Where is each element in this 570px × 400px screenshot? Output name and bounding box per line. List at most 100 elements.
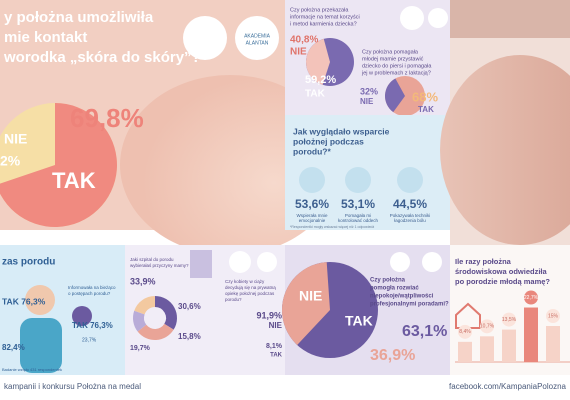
note: *Respondentki mogły wskazać więcej niż 1…	[290, 225, 374, 229]
donut-segment	[137, 323, 174, 340]
logo	[257, 252, 277, 272]
bar	[502, 329, 516, 362]
pie-label: 2%	[0, 153, 21, 169]
value-label: 68%	[412, 89, 438, 104]
pie-label: TAK	[305, 89, 326, 100]
value-label: 8,1%	[266, 343, 283, 350]
footer-text: facebook.com/KampaniaPolozna	[449, 382, 567, 391]
logo	[229, 251, 251, 273]
value-label: TAK 76,3%	[72, 321, 113, 330]
belly-photo	[440, 55, 570, 245]
logo	[183, 16, 227, 60]
title: worodka „skóra do skóry”?	[3, 49, 201, 66]
question: niepokoje/wątpliwości	[370, 294, 434, 300]
pie-label: NIE	[269, 321, 283, 330]
question: Czy położna pomagała	[362, 49, 419, 55]
donut-segment	[133, 310, 147, 332]
hospital-icon	[190, 250, 212, 278]
pie-label: NIE	[290, 47, 307, 58]
icon	[397, 167, 423, 193]
question: decydują się na prywatną	[225, 285, 276, 290]
question: Informowała na bieżąco	[68, 285, 116, 290]
title: położnej podczas	[293, 136, 364, 146]
question: Czy położna	[370, 278, 406, 284]
value-label: 36,9%	[370, 347, 415, 364]
pie-slice	[385, 78, 405, 113]
item-text: Wspierała mnie	[296, 213, 328, 218]
value-label: 69,8%	[70, 103, 144, 133]
item-text: Pokazywała techniki	[390, 213, 431, 218]
question: opiekę położnej podczas	[225, 291, 275, 296]
question: Jaki szpital do porodu	[130, 257, 174, 262]
value-label: 40,8%	[290, 35, 318, 46]
value-label: 15,8%	[178, 332, 201, 341]
item-text: łagodzenia bólu	[394, 218, 426, 223]
value-label: 53,6%	[295, 197, 329, 211]
value-label: 15%	[548, 313, 559, 319]
title: y położna umożliwiła	[4, 9, 154, 26]
pie-label: NIE	[360, 97, 374, 106]
question: i metod karmienia dziecka?	[290, 21, 357, 27]
icon	[72, 306, 92, 326]
value-label: 23,7%	[82, 337, 97, 343]
question: młodej mamie przystawić	[362, 56, 424, 62]
question: porodu?	[225, 297, 242, 302]
item-text: emocjonalnie	[299, 218, 326, 223]
value-bubble	[480, 319, 494, 334]
note: Badanie wzięło 431 respondentek	[2, 367, 62, 372]
logo	[400, 6, 424, 30]
value-label: 33,9%	[130, 276, 156, 286]
title: mie kontakt	[4, 29, 87, 46]
pie-slice	[0, 103, 117, 227]
pie-label: TAK	[345, 313, 373, 329]
value-label: TAK 76,3%	[2, 296, 46, 306]
value-label: 13,5%	[502, 317, 517, 323]
item-text: Pomagała mi	[345, 213, 371, 218]
question: pomogła rozwiać	[370, 286, 419, 292]
question: informacje na temat korzyści	[290, 14, 360, 20]
question: jej w problemach z laktacją?	[361, 70, 431, 76]
pie-slice	[305, 38, 330, 85]
value-label: 63,1%	[402, 323, 447, 340]
bar	[546, 326, 560, 362]
pie-label: TAK	[418, 105, 434, 114]
icon	[345, 167, 371, 193]
question: profesjonalnymi poradami?	[370, 302, 449, 308]
question: dziecko do piersi i pomagała	[362, 63, 432, 69]
value-label: 44,5%	[393, 197, 427, 211]
logo	[235, 16, 279, 60]
nurse-body	[20, 318, 62, 373]
value-label: 32%	[360, 86, 378, 96]
footer	[0, 375, 570, 400]
question: Czy kobiety w ciąży	[225, 279, 265, 284]
title: środowiskowa odwiedziła	[455, 267, 548, 276]
house-icon	[455, 302, 481, 329]
value-bubble	[524, 290, 538, 305]
value-label: 91,9%	[256, 310, 282, 320]
value-label: 82,4%	[2, 343, 25, 352]
question: o postępach porodu?	[68, 291, 111, 296]
value-label: 59,2%	[305, 74, 336, 86]
title: Jak wyglądało wsparcie	[293, 126, 390, 136]
photo-top	[450, 0, 570, 38]
nurse-head	[25, 285, 55, 315]
pie-label: NIE	[4, 131, 27, 147]
item-text: kontrolować oddech	[338, 218, 379, 223]
title: zas porodu	[2, 257, 55, 268]
title: porodu?*	[293, 146, 331, 156]
bar	[524, 307, 538, 362]
value-bubble	[546, 309, 560, 323]
logo-text: ALANTAN	[246, 40, 269, 46]
logo	[428, 8, 448, 28]
pie-label: TAK	[270, 353, 283, 359]
value-label: 30,6%	[178, 302, 201, 311]
icon	[299, 167, 325, 193]
logo-text: AKADEMIA	[244, 33, 271, 39]
value-bubble	[502, 312, 516, 327]
logo	[390, 252, 410, 272]
donut-segment	[155, 296, 177, 330]
logo	[422, 252, 442, 272]
bar	[458, 341, 472, 362]
value-label: 53,1%	[341, 197, 375, 211]
